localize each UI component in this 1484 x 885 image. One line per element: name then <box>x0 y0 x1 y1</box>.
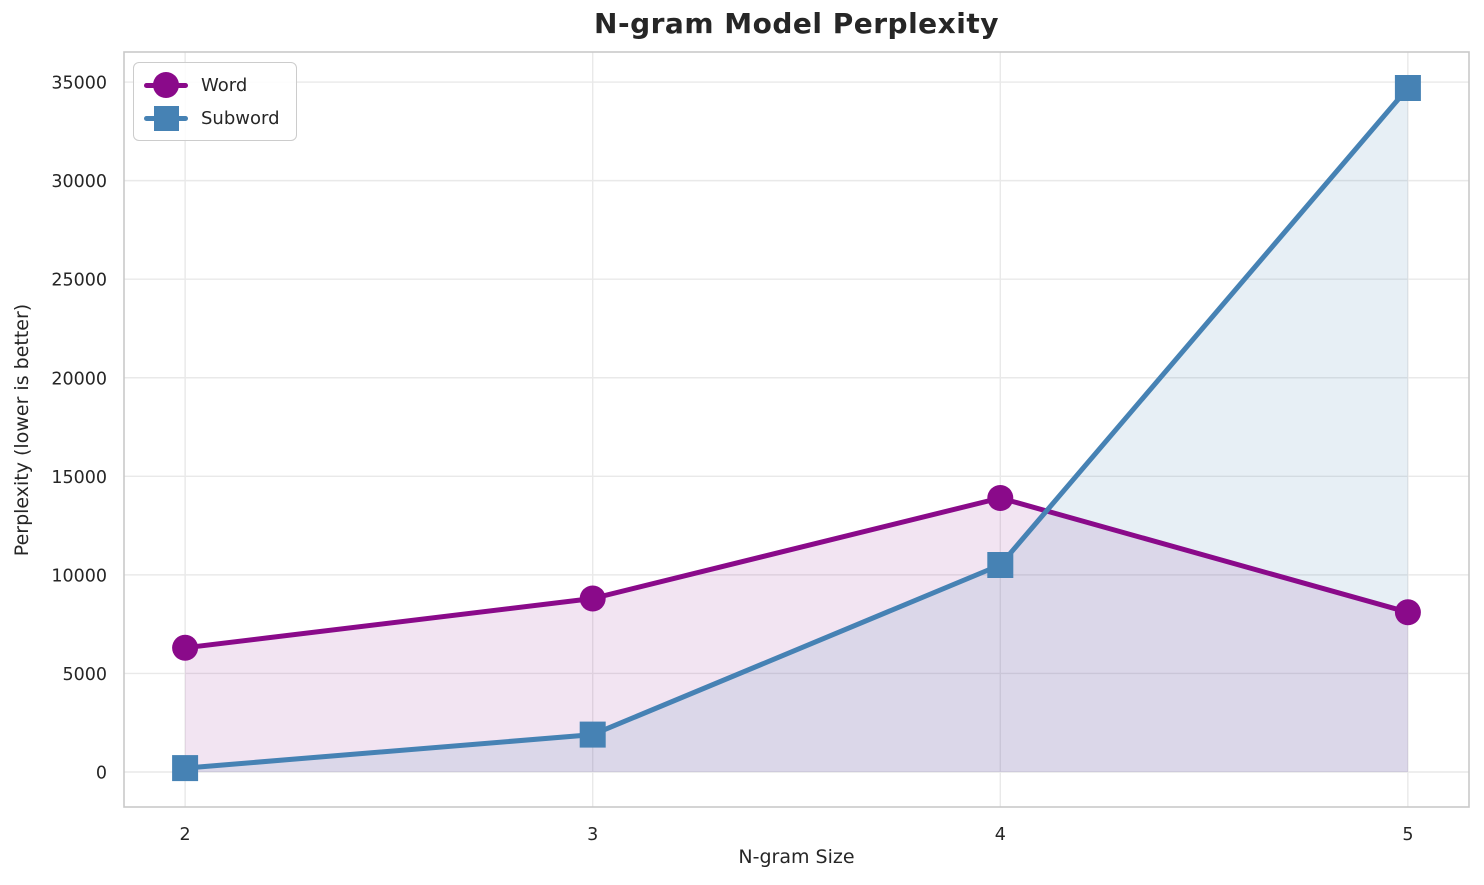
word-area-fill <box>185 498 1408 772</box>
word-data-point-marker <box>987 485 1014 511</box>
y-tick-label: 20000 <box>51 369 107 389</box>
subword-area-fill <box>185 88 1408 772</box>
x-tick-label: 3 <box>587 825 598 845</box>
x-tick-label: 5 <box>1402 825 1413 845</box>
subword-data-point-marker <box>1394 75 1421 101</box>
subword-legend-square-icon <box>153 105 179 131</box>
legend-item-word: Word <box>144 70 280 100</box>
word-data-point-marker <box>579 585 606 612</box>
subword-data-point-marker <box>172 755 199 782</box>
legend: Word Subword <box>133 62 297 141</box>
subword-data-point-marker <box>987 552 1014 578</box>
plot-border <box>123 51 1470 808</box>
word-line <box>182 495 1411 651</box>
legend-label-word: Word <box>201 74 248 96</box>
y-tick-label: 10000 <box>51 566 107 586</box>
subword-line-square-marker-icon <box>144 104 188 132</box>
y-tick-label: 0 <box>96 764 107 784</box>
y-tick-label: 35000 <box>51 74 107 94</box>
word-data-point-marker <box>172 634 199 661</box>
legend-label-subword: Subword <box>201 107 280 129</box>
word-data-point-marker <box>1394 599 1421 626</box>
subword-line <box>182 85 1411 771</box>
y-tick-label: 30000 <box>51 172 107 192</box>
legend-item-subword: Subword <box>144 103 280 133</box>
x-tick-label: 4 <box>995 825 1006 845</box>
subword-data-point-marker <box>579 721 606 748</box>
y-tick-label: 5000 <box>62 665 107 685</box>
word-legend-circle-icon <box>153 72 179 98</box>
word-line-circle-marker-icon <box>144 71 188 99</box>
y-tick-label: 15000 <box>51 468 107 488</box>
x-axis-label: N-gram Size <box>738 846 855 868</box>
chart-title: N-gram Model Perplexity <box>594 7 999 40</box>
y-tick-label: 25000 <box>51 271 107 291</box>
x-tick-label: 2 <box>180 825 191 845</box>
y-axis-label: Perplexity (lower is better) <box>11 303 33 557</box>
